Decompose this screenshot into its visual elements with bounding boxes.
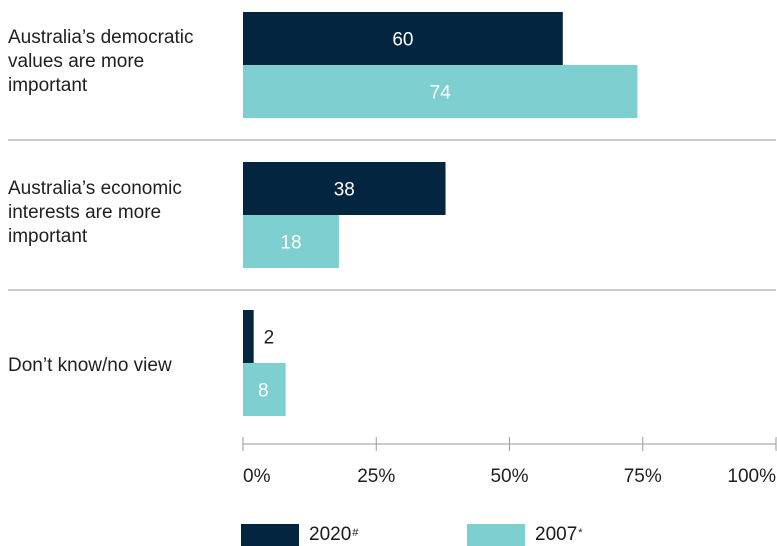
bar-democratic-2007 — [243, 65, 638, 118]
legend-marker-2007: * — [578, 527, 583, 539]
x-tick-label-0: 0% — [243, 466, 271, 487]
x-tick-label-4: 100% — [727, 466, 776, 487]
bar-label-democratic-2007: 74 — [430, 83, 452, 104]
legend-label-2020: 2020 — [309, 524, 352, 545]
legend-swatch-2007 — [467, 524, 525, 546]
x-tick-label-1: 25% — [357, 466, 395, 487]
legend-label-2007: 2007 — [535, 524, 578, 545]
bar-dont-know-2007 — [243, 363, 286, 416]
x-tick-label-2: 50% — [490, 466, 528, 487]
bar-economic-2007 — [243, 215, 339, 268]
bar-democratic-2020 — [243, 12, 563, 65]
legend-item-2007: 2007* — [467, 524, 583, 546]
bar-economic-2020 — [243, 162, 446, 215]
bar-label-dont-know-2007: 8 — [258, 381, 269, 402]
bar-label-economic-2020: 38 — [334, 180, 355, 201]
bar-dont-know-2020 — [243, 310, 254, 363]
category-label-democratic: Australia’s democratic values are more i… — [8, 27, 194, 96]
legend-item-2020: 2020# — [241, 524, 358, 546]
bar-label-economic-2007: 18 — [280, 233, 301, 254]
bar-label-dont-know-2020: 2 — [264, 328, 275, 349]
legend-swatch-2020 — [241, 524, 299, 546]
legend-marker-2020: # — [352, 527, 359, 539]
x-tick-label-3: 75% — [624, 466, 662, 487]
bar-label-democratic-2020: 60 — [392, 30, 413, 51]
category-label-economic: Australia’s economic interests are more … — [8, 178, 182, 247]
category-label-dont-know: Don’t know/no view — [8, 355, 172, 376]
